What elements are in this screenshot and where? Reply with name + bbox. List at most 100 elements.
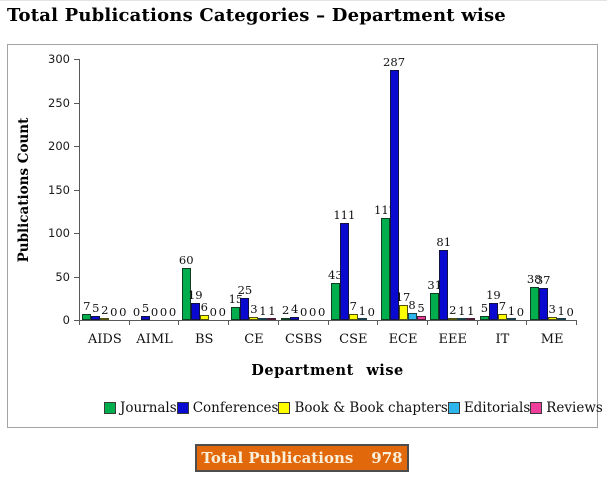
bar-value-label: 43 — [328, 268, 343, 282]
bar-group: 60 19 6 0 0 — [179, 59, 229, 320]
bar-value-label: 5 — [92, 301, 100, 315]
bar — [416, 316, 426, 320]
bar — [290, 317, 300, 320]
bar-value-label: 0 — [119, 305, 127, 319]
total-publications-value: 978 — [371, 449, 403, 467]
legend-item: Editorials — [447, 400, 530, 416]
bar-value-label: 19 — [187, 288, 203, 302]
bar — [407, 313, 417, 320]
y-tick-mark — [74, 59, 79, 60]
bar-group: 38 37 3 1 0 — [527, 59, 577, 320]
bar-value-label: 0 — [132, 305, 141, 319]
x-axis-line — [79, 320, 577, 321]
x-tick-mark — [476, 321, 478, 325]
bar — [240, 298, 250, 320]
total-publications-banner: Total Publications 978 — [195, 444, 409, 472]
category-label: AIDS — [87, 332, 122, 347]
bar — [91, 316, 101, 320]
bar-group: 31 81 2 1 1 — [427, 59, 478, 320]
bar-value-label: 0 — [516, 305, 525, 319]
bar — [348, 314, 358, 320]
bar-value-label: 0 — [566, 305, 574, 319]
legend-label: Journals — [120, 400, 177, 416]
bar-value-label: 5 — [480, 301, 489, 315]
category-label: CSE — [339, 332, 368, 347]
bar-value-label: 1 — [259, 304, 267, 318]
y-tick-label: 0 — [62, 313, 70, 327]
legend-swatch — [104, 402, 116, 414]
bar-value-label: 0 — [150, 305, 159, 319]
bar-group: 117 287 17 8 5 — [374, 55, 428, 320]
bar-value-label: 2 — [281, 303, 290, 317]
legend-item: Reviews — [530, 400, 603, 416]
legend-swatch — [447, 402, 460, 414]
category-label: CSBS — [284, 332, 323, 347]
bar-group: 5 19 7 1 0 — [478, 59, 528, 320]
bar — [466, 318, 476, 320]
bar-group: 43 111 7 1 0 — [328, 59, 379, 320]
bar-value-label: 0 — [159, 305, 168, 319]
bar-value-label: 7 — [83, 299, 91, 313]
bar-value-label: 0 — [110, 305, 118, 319]
bar-value-label: 287 — [383, 55, 406, 69]
bar-value-label: 1 — [557, 304, 565, 318]
bar — [190, 303, 200, 320]
category-label: AIML — [136, 332, 173, 347]
y-axis-line — [79, 59, 80, 321]
bar-value-label: 8 — [408, 298, 416, 312]
y-tick-mark — [74, 102, 79, 104]
bar-value-label: 37 — [535, 273, 551, 287]
legend-item: Journals — [104, 400, 177, 416]
bar-value-label: 81 — [436, 235, 452, 249]
legend-swatch — [530, 402, 543, 414]
y-tick-label: 100 — [48, 226, 70, 240]
bar — [281, 318, 291, 320]
x-tick-mark — [377, 321, 379, 325]
bar-value-label: 0 — [317, 305, 326, 319]
bar-value-label: 1 — [458, 304, 466, 318]
bar-value-label: 2 — [101, 303, 109, 317]
category-label: IT — [495, 332, 510, 347]
bar-value-label: 0 — [218, 305, 226, 319]
bar — [82, 314, 92, 320]
bar — [488, 303, 498, 320]
legend-item: Conferences — [176, 400, 278, 416]
x-tick-mark — [178, 321, 180, 325]
bar — [100, 318, 110, 320]
chart-title: Total Publications Categories – Departme… — [7, 5, 506, 26]
bar — [267, 318, 277, 320]
plot-area: 7 5 2 0 0 0 5 0 0 0 60 19 6 0 0 15 25 3 1 1 2 4 0 0 0 43 111 7 1 0 117… — [80, 55, 577, 320]
publications-chart: Publications Count 7 5 2 0 0 0 5 0 0 0 60 19 6 0 0 15 25… — [7, 44, 603, 428]
bar — [457, 318, 467, 320]
y-tick-label: 250 — [48, 95, 70, 110]
bar-value-label: 5 — [417, 301, 425, 315]
bar — [479, 316, 489, 320]
bar-value-label: 4 — [290, 302, 299, 316]
category-label: BS — [195, 332, 214, 347]
bar — [506, 318, 516, 320]
bar — [430, 293, 440, 320]
bar-value-label: 7 — [349, 299, 358, 313]
bar — [398, 305, 408, 320]
category-label: CE — [244, 332, 264, 347]
y-tick-label: 150 — [48, 182, 70, 197]
bar — [556, 318, 566, 320]
bar — [497, 314, 507, 320]
bar-value-label: 6 — [200, 300, 208, 314]
bar-value-label: 1 — [268, 304, 276, 318]
x-tick-mark — [526, 321, 528, 325]
x-tick-mark — [327, 321, 329, 325]
bar — [448, 318, 458, 320]
bar-value-label: 7 — [498, 299, 507, 313]
bar — [538, 288, 548, 320]
bar-value-label: 1 — [358, 304, 367, 318]
legend-swatch — [176, 402, 189, 414]
bar — [249, 317, 259, 320]
bar — [181, 268, 191, 320]
bar-group: 15 25 3 1 1 — [229, 59, 279, 320]
category-label: EEE — [438, 332, 467, 347]
bar-value-label: 38 — [526, 272, 542, 286]
